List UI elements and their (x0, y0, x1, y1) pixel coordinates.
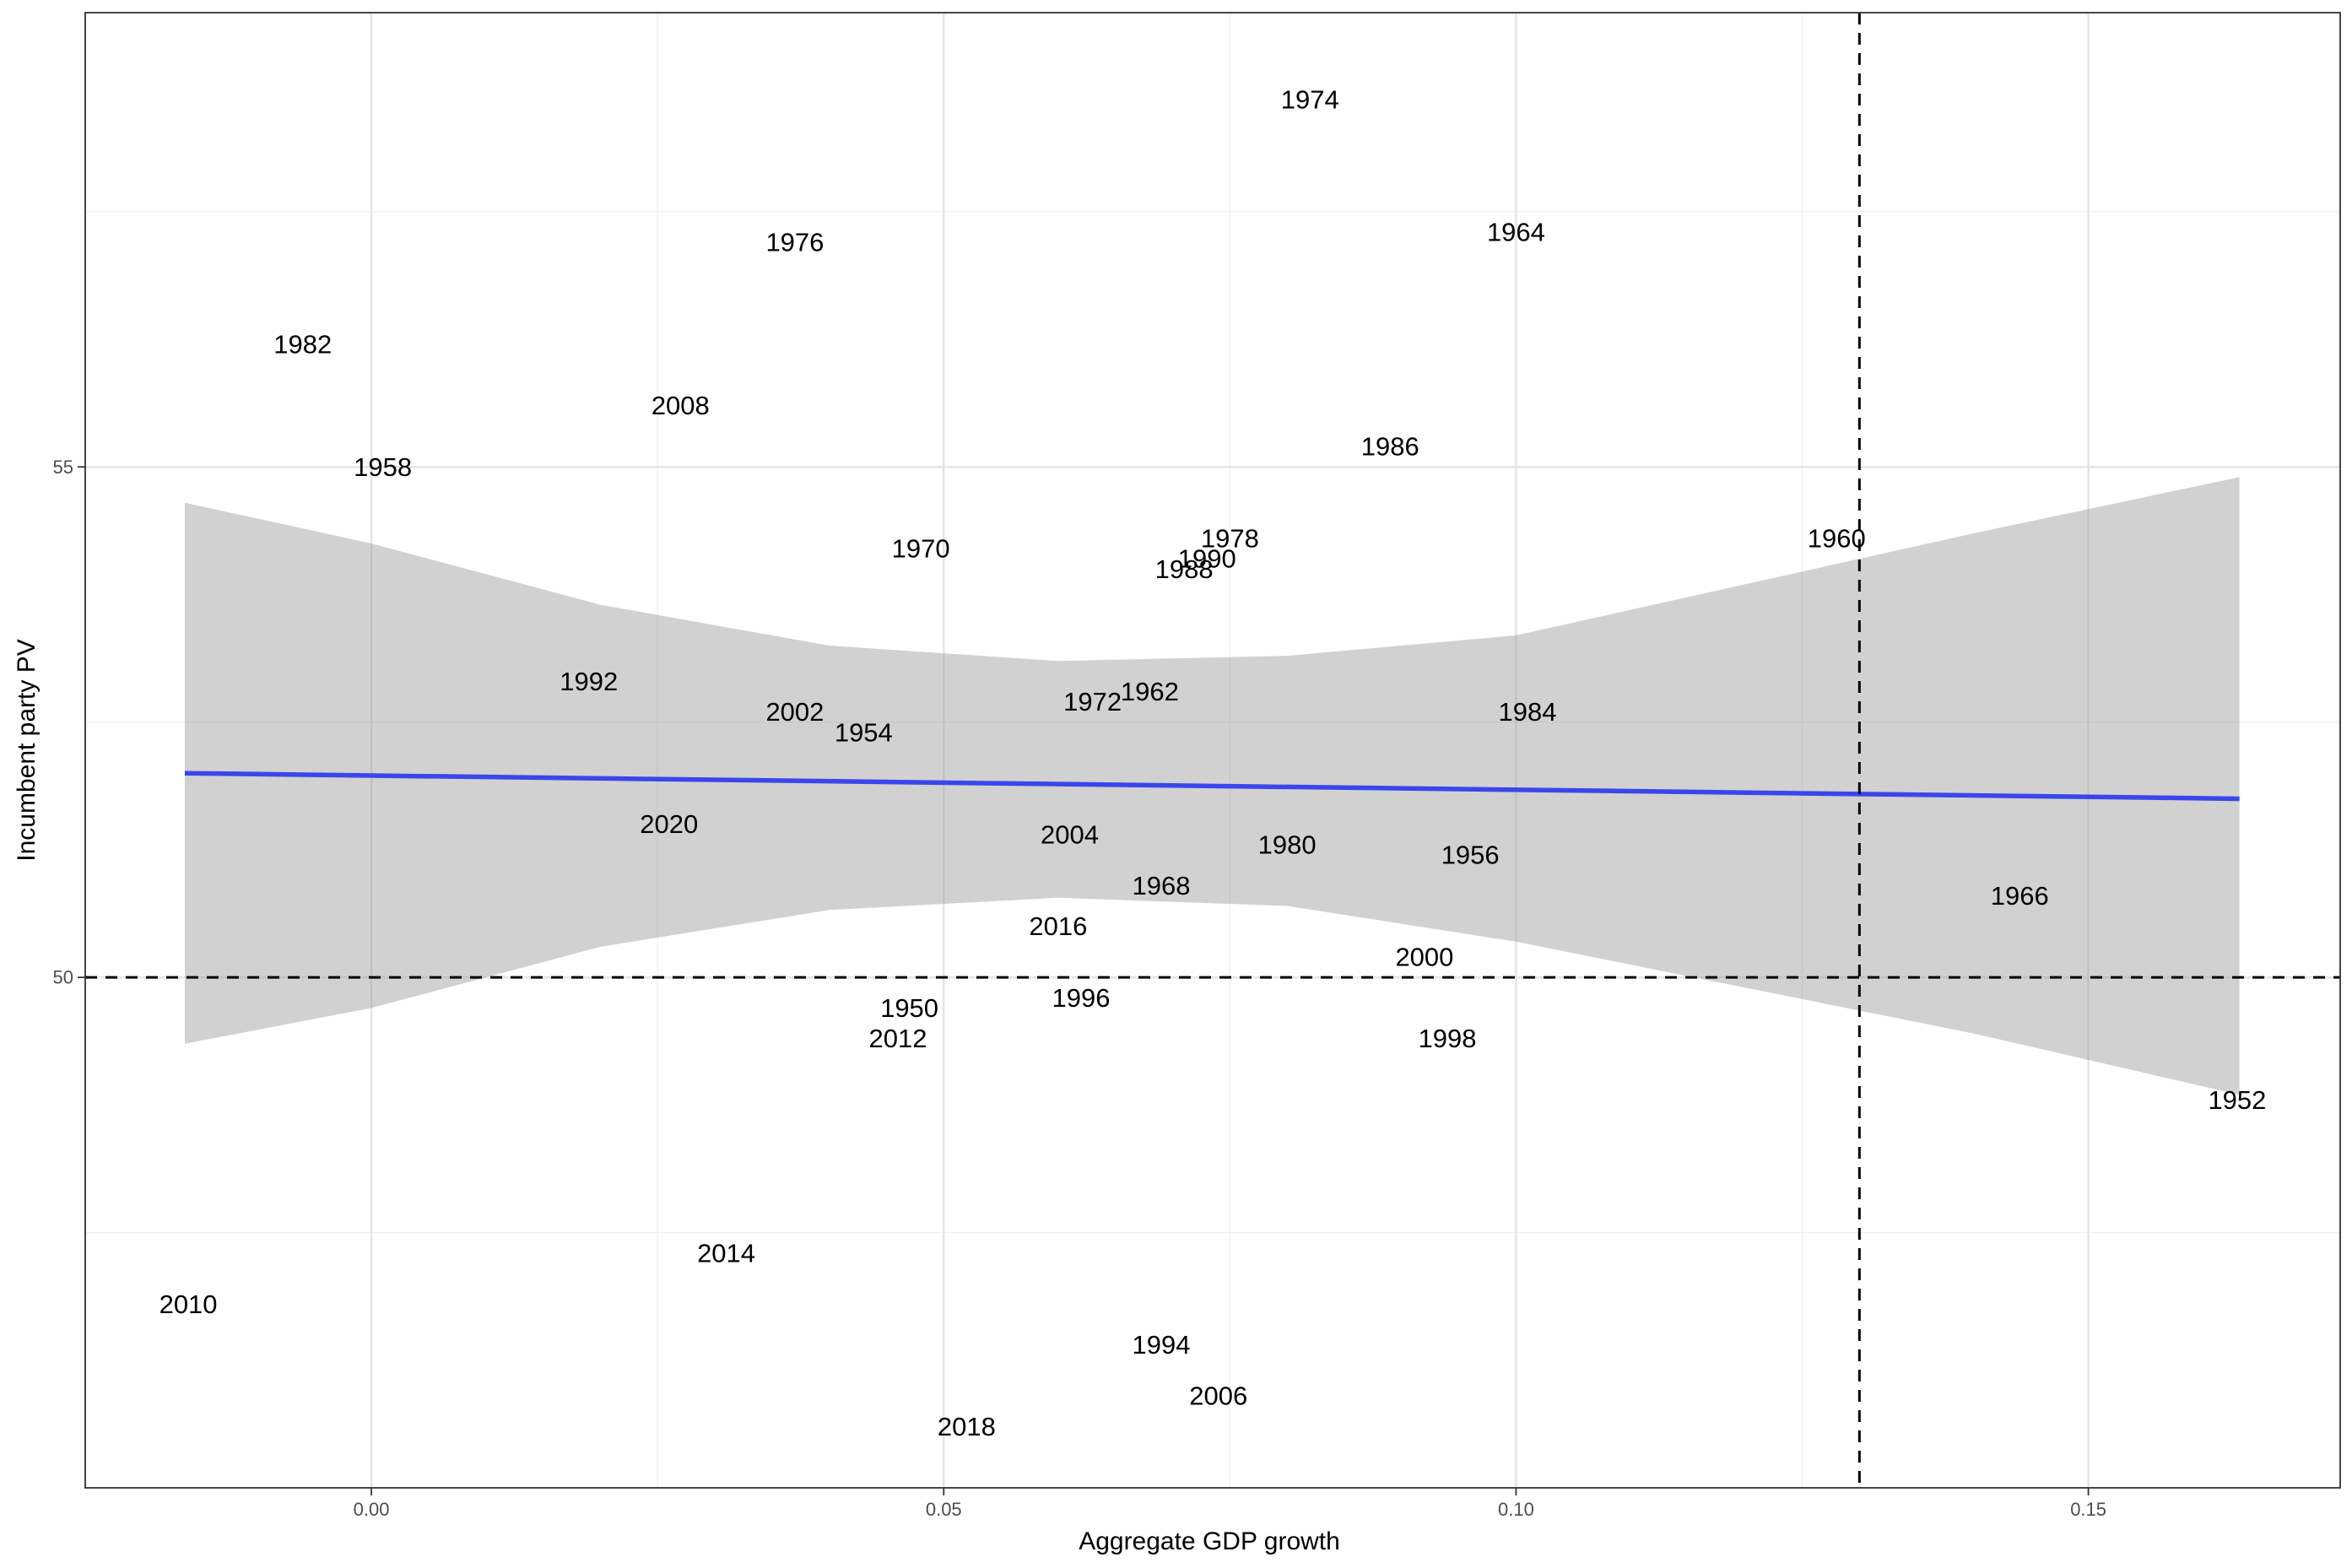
point-label: 1996 (1052, 983, 1111, 1013)
point-label: 1980 (1258, 830, 1317, 859)
point-label: 2020 (640, 809, 698, 839)
x-tick-label: 0.00 (354, 1499, 390, 1520)
y-tick-label: 50 (53, 967, 73, 988)
y-tick-label: 55 (53, 457, 73, 478)
point-label: 2008 (652, 391, 710, 420)
point-label: 1956 (1441, 840, 1500, 869)
panel-background (85, 13, 2340, 1488)
point-label: 1954 (835, 717, 893, 747)
x-axis: 0.00 0.05 0.10 0.15 (354, 1488, 2106, 1520)
grid (84, 13, 2340, 1488)
x-axis-title: Aggregate GDP growth (1079, 1527, 1340, 1555)
reference-lines (85, 13, 2340, 1488)
point-label: 2010 (160, 1290, 218, 1319)
point-label: 2012 (869, 1024, 927, 1053)
point-label: 1964 (1487, 218, 1545, 247)
point-label: 2004 (1041, 819, 1099, 849)
y-axis-title: Incumbent party PV (13, 639, 41, 861)
point-label: 1958 (354, 452, 412, 482)
point-label: 1988 (1155, 554, 1214, 584)
point-labels: 1950 1952 1954 1956 1958 1960 1962 1964 1966 1968… (160, 84, 2267, 1441)
point-label: 1990 (1178, 544, 1236, 574)
point-label: 1966 (1991, 881, 2049, 911)
panel-border (84, 12, 2341, 1489)
point-label: 1992 (560, 667, 618, 696)
y-axis: 50 55 (53, 457, 85, 988)
point-label: 1950 (880, 993, 938, 1023)
point-label: 1970 (892, 534, 950, 564)
point-label: 1994 (1132, 1330, 1190, 1360)
point-label: 1978 (1201, 523, 1259, 553)
point-label: 1986 (1361, 432, 1419, 462)
point-label: 1952 (2208, 1085, 2266, 1115)
point-label: 1968 (1132, 871, 1190, 900)
point-label: 2018 (938, 1412, 996, 1441)
point-label: 2016 (1029, 911, 1087, 941)
x-tick-label: 0.10 (1498, 1499, 1534, 1520)
point-label: 2002 (765, 697, 824, 727)
point-label: 1984 (1499, 697, 1557, 727)
point-label: 2014 (697, 1238, 755, 1268)
point-label: 2000 (1395, 942, 1453, 971)
point-label: 1960 (1808, 523, 1866, 553)
point-label: 1982 (273, 330, 332, 360)
point-label: 2006 (1189, 1381, 1247, 1411)
x-tick-label: 0.05 (926, 1499, 962, 1520)
point-label: 1998 (1419, 1024, 1477, 1053)
point-label: 1976 (765, 228, 824, 257)
x-tick-label: 0.15 (2070, 1499, 2106, 1520)
point-label: 1962 (1121, 677, 1179, 706)
point-label: 1974 (1281, 84, 1339, 114)
point-label: 1972 (1063, 687, 1122, 716)
regression-line (184, 770, 2240, 802)
